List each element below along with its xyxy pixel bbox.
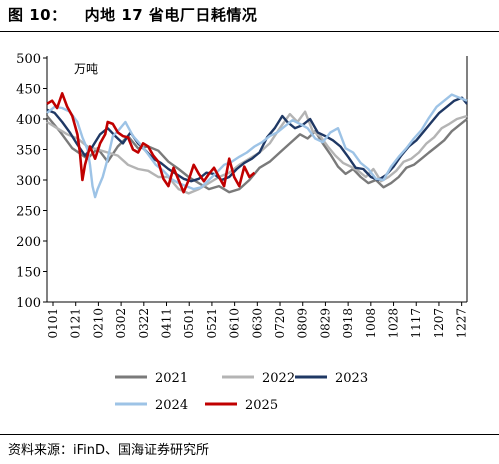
figure-label: 图 10： [8,6,67,24]
legend-label-2024: 2024 [155,398,188,413]
legend-label-2023: 2023 [335,371,368,386]
x-tick-label: 0121 [69,308,83,339]
source-note: 资料来源：iFinD、国海证券研究所 [8,443,210,458]
legend-label-2022: 2022 [262,371,295,386]
chart-axes: 100 150 200 250 300 350 400 450 500 0101 0121 0210 0… [16,52,468,339]
y-tick-label: 150 [16,266,41,281]
footer-divider [0,434,499,435]
y-tick-label: 450 [16,83,41,98]
figure-title: 图 10： 内地 17 省电厂日耗情况 [8,4,257,25]
x-tick-label: 0829 [318,308,332,339]
series-line-2024 [46,93,468,199]
x-tick-label: 0101 [46,308,60,339]
y-tick-label: 300 [16,174,41,189]
figure-caption: 内地 17 省电厂日耗情况 [84,6,258,24]
series-line-2021 [46,115,468,194]
x-tick-label: 0322 [137,308,151,339]
x-tick-label: 0411 [160,308,174,339]
y-tick-label: 400 [16,113,41,128]
x-tick-label: 0809 [296,308,310,339]
x-tick-label: 1117 [409,308,423,339]
y-tick-label: 200 [16,235,41,250]
x-tick-label: 0610 [228,308,242,339]
series-line-2022 [46,110,468,195]
legend-label-2025: 2025 [245,398,278,413]
x-tick-label: 0918 [341,308,355,339]
x-tick-label: 0521 [205,308,219,339]
x-tick-label: 0720 [273,308,287,339]
y-tick-label: 350 [16,144,41,159]
legend: 2021 2022 2023 2024 2025 [115,371,368,413]
x-tick-label: 1028 [387,308,401,339]
x-tick-label: 0210 [91,308,105,339]
x-tick-label: 0501 [182,308,196,339]
series-line-2025 [46,92,256,194]
x-tick-label: 1227 [455,308,469,339]
y-tick-label: 250 [16,205,41,220]
x-tick-label: 0302 [114,308,128,339]
title-divider [0,31,499,32]
series-line-2023 [46,96,468,183]
x-tick-label: 1008 [364,308,378,339]
series-layer [46,92,468,199]
y-tick-label: 500 [16,52,41,67]
x-tick-label: 1207 [432,308,446,339]
x-tick-label: 0630 [250,308,264,339]
y-tick-label: 100 [16,296,41,311]
unit-label: 万吨 [74,62,98,76]
legend-label-2021: 2021 [155,371,188,386]
